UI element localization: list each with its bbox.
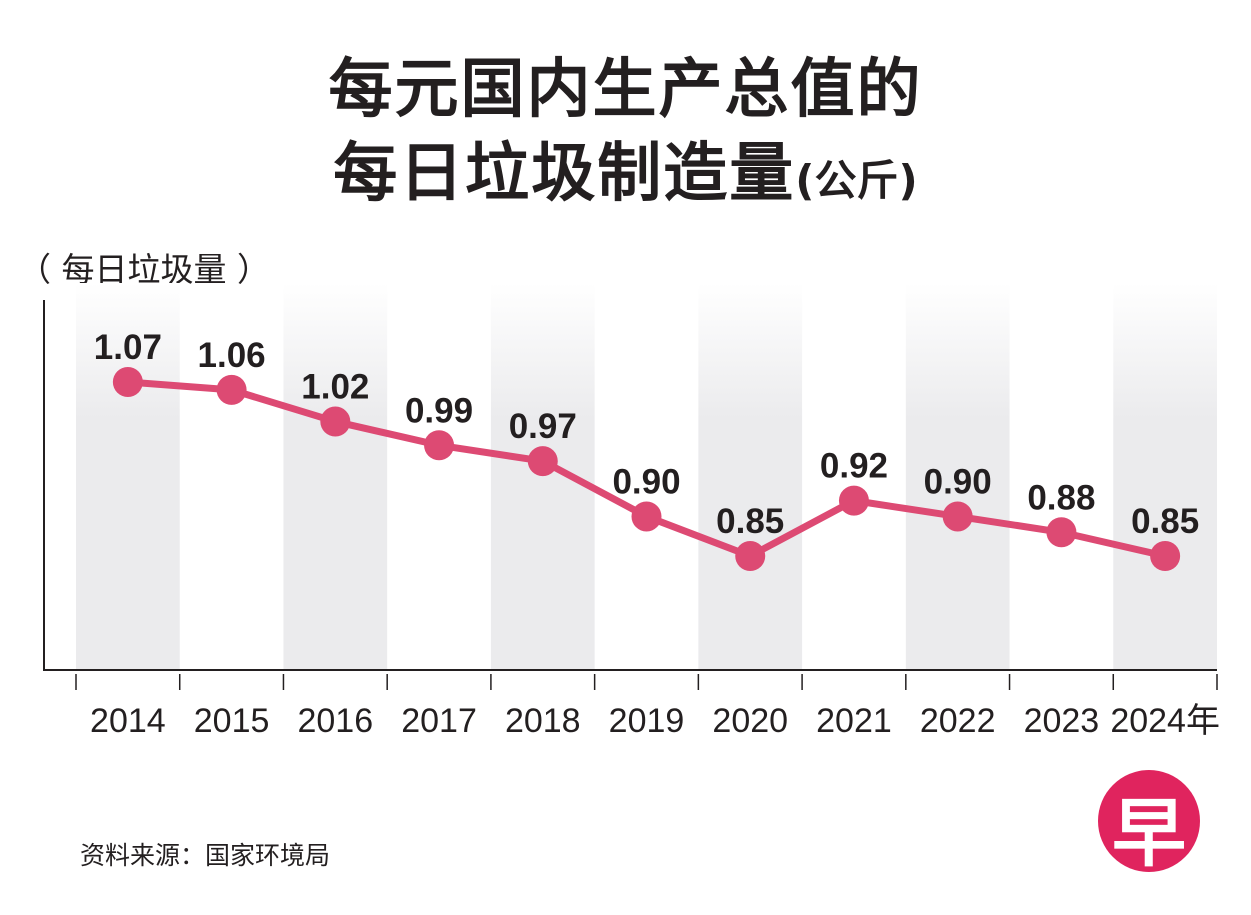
data-point [216, 374, 247, 405]
data-label: 0.85 [1131, 502, 1199, 541]
x-tick-label: 2021 [816, 702, 892, 740]
x-tick-label: 2015 [194, 702, 270, 740]
data-label: 0.90 [612, 462, 680, 501]
chart-title-line1: 每元国内生产总值的 [328, 53, 923, 127]
logo-glyph: 早 [1112, 791, 1186, 877]
data-point [1150, 541, 1181, 571]
data-label: 0.92 [820, 447, 888, 486]
data-label: 0.90 [924, 462, 992, 501]
data-label: 0.97 [509, 407, 577, 446]
data-label: 0.85 [716, 502, 784, 541]
column-band [905, 283, 1010, 670]
chart-title-main: 每日垃圾制造量 [333, 137, 796, 211]
x-tick-label: 2016 [297, 702, 373, 740]
x-tick-label: 2022 [920, 702, 996, 740]
y-axis-label: （ 每日垃圾量 ） [18, 250, 270, 289]
data-point [527, 446, 558, 477]
data-label: 1.02 [301, 368, 369, 407]
data-point [838, 485, 869, 516]
data-point [1046, 517, 1077, 548]
data-point [735, 541, 766, 571]
data-point [942, 501, 973, 532]
data-label: 1.07 [94, 328, 162, 367]
data-label: 1.06 [198, 336, 266, 375]
x-tick-label: 2020 [712, 702, 788, 740]
column-band [698, 283, 803, 670]
x-tick-label: 2024年 [1110, 702, 1220, 740]
data-point [424, 430, 455, 461]
data-point [631, 501, 662, 532]
x-tick-label: 2023 [1024, 702, 1100, 740]
chart-title-line2: 每日垃圾制造量(公斤) [0, 122, 1251, 214]
chart-title-unit: (公斤) [795, 156, 918, 205]
column-band [1113, 283, 1217, 670]
zaobao-logo: 早 [1098, 770, 1200, 877]
x-tick-label: 2018 [505, 702, 581, 740]
column-band [283, 283, 388, 670]
column-band [490, 283, 595, 670]
data-label: 0.88 [1027, 478, 1095, 517]
data-point [112, 367, 143, 397]
x-tick-label: 2017 [401, 702, 477, 740]
x-tick-label: 2019 [609, 702, 685, 740]
source-note: 资料来源：国家环境局 [80, 841, 331, 870]
data-label: 0.99 [405, 391, 473, 430]
data-point [320, 406, 351, 437]
column-band [76, 283, 180, 670]
x-tick-label: 2014 [90, 702, 166, 740]
